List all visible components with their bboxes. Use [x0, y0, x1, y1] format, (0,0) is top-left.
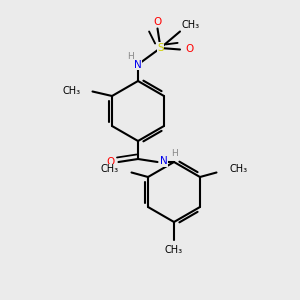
Text: CH₃: CH₃ — [182, 20, 200, 30]
Text: N: N — [160, 156, 168, 167]
Text: H: H — [127, 52, 134, 61]
Text: CH₃: CH₃ — [101, 164, 119, 175]
Text: CH₃: CH₃ — [62, 86, 80, 97]
Text: H: H — [171, 148, 177, 158]
Text: S: S — [157, 43, 164, 53]
Text: N: N — [134, 59, 142, 70]
Text: O: O — [106, 157, 114, 167]
Text: CH₃: CH₃ — [229, 164, 247, 175]
Text: O: O — [185, 44, 193, 55]
Text: CH₃: CH₃ — [165, 244, 183, 255]
Text: O: O — [153, 17, 162, 27]
